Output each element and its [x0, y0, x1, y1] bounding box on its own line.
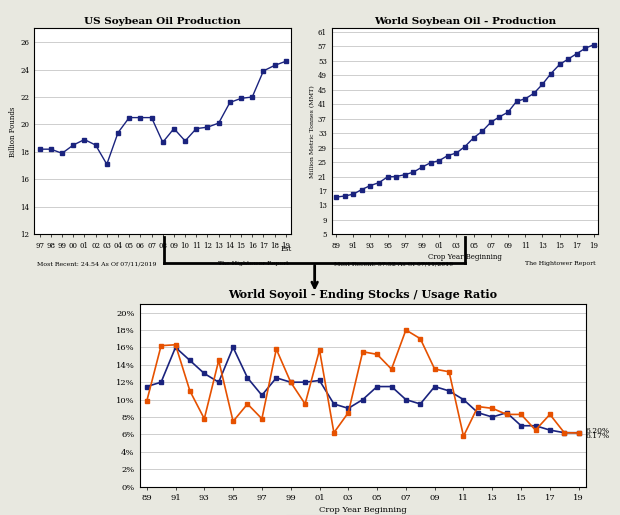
X-axis label: Crop Year Beginning: Crop Year Beginning — [428, 253, 502, 261]
United States — [388, 366, 395, 372]
United States — [316, 347, 323, 353]
World — [503, 409, 510, 416]
Title: World Soybean Oil - Production: World Soybean Oil - Production — [374, 17, 556, 26]
United States — [345, 409, 352, 416]
United States — [503, 411, 510, 418]
Text: 6.17%: 6.17% — [586, 432, 610, 440]
World — [273, 375, 280, 381]
United States — [201, 416, 208, 422]
United States — [373, 351, 381, 357]
Title: World Soyoil - Ending Stocks / Usage Ratio: World Soyoil - Ending Stocks / Usage Rat… — [228, 289, 497, 300]
World — [201, 370, 208, 376]
United States — [575, 430, 582, 436]
Line: World: World — [144, 345, 581, 435]
World — [402, 397, 410, 403]
United States — [417, 336, 424, 342]
United States — [546, 411, 554, 418]
United States — [330, 430, 338, 436]
World — [546, 427, 554, 433]
World — [445, 388, 453, 394]
United States — [244, 401, 251, 407]
X-axis label: Crop Year Beginning: Crop Year Beginning — [319, 506, 407, 514]
World — [301, 379, 309, 385]
Text: The Hightower Report: The Hightower Report — [218, 261, 289, 266]
World — [575, 430, 582, 436]
World — [373, 384, 381, 390]
United States — [186, 388, 193, 394]
United States — [229, 418, 237, 424]
United States — [143, 398, 151, 404]
World — [287, 379, 294, 385]
United States — [489, 405, 496, 411]
Title: US Soybean Oil Production: US Soybean Oil Production — [84, 17, 241, 26]
World — [489, 414, 496, 420]
World — [345, 405, 352, 411]
World — [157, 379, 165, 385]
Text: Most Recent: 57.52 As Of 07/11/2019: Most Recent: 57.52 As Of 07/11/2019 — [334, 261, 454, 266]
United States — [157, 342, 165, 349]
World — [474, 409, 482, 416]
Text: Most Recent: 24.54 As Of 07/11/2019: Most Recent: 24.54 As Of 07/11/2019 — [37, 261, 156, 266]
United States — [287, 379, 294, 385]
Line: United States: United States — [144, 328, 581, 438]
United States — [402, 327, 410, 333]
World — [330, 401, 338, 407]
United States — [474, 403, 482, 409]
World — [215, 379, 223, 385]
Y-axis label: Million Metric Tonnes (MMT): Million Metric Tonnes (MMT) — [310, 85, 315, 178]
World — [143, 384, 151, 390]
World — [258, 392, 265, 399]
Text: 6.20%: 6.20% — [586, 426, 610, 435]
World — [460, 397, 467, 403]
World — [186, 357, 193, 364]
United States — [560, 430, 568, 436]
United States — [359, 349, 366, 355]
United States — [532, 427, 539, 433]
United States — [258, 416, 265, 422]
Text: Est: Est — [280, 245, 291, 253]
World — [417, 401, 424, 407]
United States — [517, 411, 525, 418]
World — [431, 384, 438, 390]
United States — [172, 341, 179, 348]
World — [172, 345, 179, 351]
United States — [431, 366, 438, 372]
United States — [215, 357, 223, 364]
United States — [460, 433, 467, 439]
World — [532, 423, 539, 429]
World — [359, 397, 366, 403]
World — [244, 375, 251, 381]
World — [316, 377, 323, 384]
United States — [301, 401, 309, 407]
World — [229, 345, 237, 351]
World — [388, 384, 395, 390]
United States — [273, 346, 280, 352]
World — [517, 423, 525, 429]
World — [560, 430, 568, 436]
Text: The Hightower Report: The Hightower Report — [525, 261, 596, 266]
Y-axis label: Billion Pounds: Billion Pounds — [9, 106, 17, 157]
United States — [445, 369, 453, 375]
